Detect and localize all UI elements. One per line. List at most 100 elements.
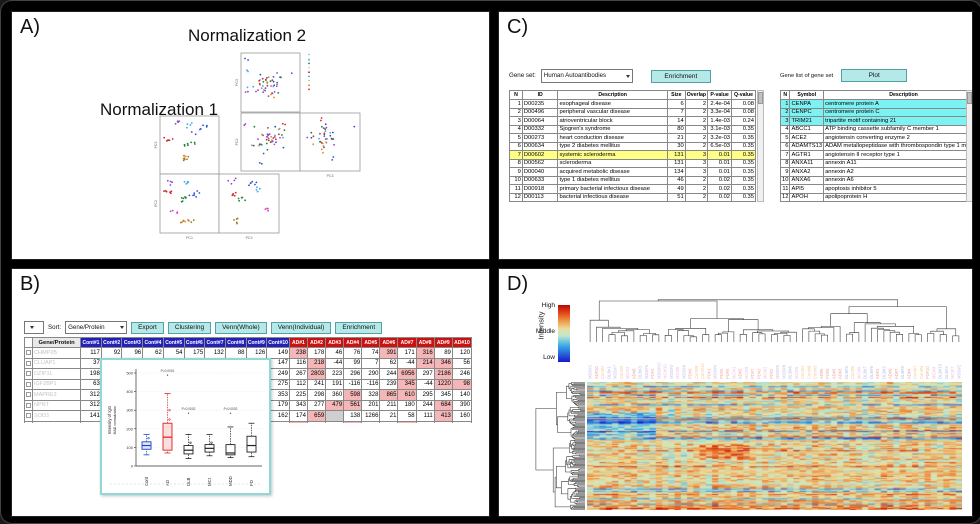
scatter-points bbox=[306, 117, 356, 161]
heatmap-column-label: DLB#5 bbox=[844, 366, 849, 379]
table-row[interactable]: 7 D00602 systemic scleroderma 131 3 0.01 0.35 bbox=[509, 150, 756, 160]
heatmap-column-label: PD#7 bbox=[750, 368, 755, 379]
cont-column-header: Cont#10 bbox=[266, 337, 290, 348]
table-row[interactable]: 1 CENPA centromere protein A bbox=[780, 99, 966, 109]
table-row[interactable]: 4 D00332 Sjogren's syndrome 80 3 3.1e-03 0.35 bbox=[509, 124, 756, 134]
cont-column-header: Cont#3 bbox=[121, 337, 144, 348]
scatter-points bbox=[244, 57, 293, 99]
ad-column-header: AD#8 bbox=[415, 337, 435, 348]
svg-text:▲: ▲ bbox=[307, 69, 311, 74]
scrollbar-thumb[interactable] bbox=[758, 92, 763, 104]
export-button[interactable]: Export bbox=[131, 321, 164, 334]
table-row[interactable]: 11 D00918 primary bacterial infectious dis… bbox=[509, 184, 756, 194]
gene-protein-header: Gene/Protein bbox=[31, 337, 82, 348]
enrichment-button[interactable]: Enrichment bbox=[650, 69, 711, 83]
venn-individual--button[interactable]: Venn(Individual) bbox=[270, 321, 332, 334]
heatmap-column-label: MCI#10 bbox=[663, 364, 668, 379]
row-checkbox[interactable] bbox=[26, 402, 31, 408]
table-row[interactable]: 13D00175collagen disease15130.020.35 bbox=[509, 201, 756, 202]
ad-column-header: AD#7 bbox=[397, 337, 417, 348]
chevron-down-icon bbox=[30, 326, 34, 329]
plot-button[interactable]: Plot bbox=[841, 69, 908, 82]
table-row[interactable]: 11 API5 apoptosis inhibitor 5 bbox=[780, 184, 966, 194]
table-row[interactable]: 2 CENPC centromere protein C bbox=[780, 107, 966, 117]
svg-text:▲: ▲ bbox=[307, 56, 311, 61]
row-checkbox[interactable] bbox=[26, 413, 31, 419]
table-row[interactable]: 5 ACE2 angiotensin converting enzyme 2 bbox=[780, 133, 966, 143]
table-row[interactable]: 13AQP4aquaporin 4 bbox=[780, 201, 966, 202]
heatmap-column-label: MDD#10 bbox=[656, 362, 661, 379]
heatmap-column-label: MDD#8 bbox=[781, 364, 786, 379]
heatmap-column-label: MDD#4 bbox=[713, 364, 718, 379]
panel-a: A) Normalization 2 Normalization 1 PC3 PC… bbox=[11, 11, 490, 260]
table-row[interactable]: 3 TRIM21 tripartite motif containing 21 bbox=[780, 116, 966, 126]
heatmap-column-label: Cont#9 bbox=[694, 365, 699, 379]
heatmap-column-label: Cont#3 bbox=[813, 365, 818, 379]
table-row[interactable]: 8 D00562 scleroderma 131 3 0.01 0.35 bbox=[509, 158, 756, 168]
row-checkbox[interactable] bbox=[26, 381, 31, 387]
table-row[interactable]: 5 D00273 heart conduction disease 21 2 3.2e-0… bbox=[509, 133, 756, 143]
scrollbar-thumb[interactable] bbox=[967, 92, 972, 104]
sort-label: Sort: bbox=[48, 323, 62, 331]
row-checkbox[interactable] bbox=[26, 392, 31, 398]
table-row[interactable]: 8 ANXA11 annexin A11 bbox=[780, 158, 966, 168]
table-row[interactable]: 3 D00064 atrioventricular block 14 2 1.4e-03 0… bbox=[509, 116, 756, 126]
heatmap-column-label: MDD#2 bbox=[956, 364, 961, 379]
ad-column-header: AD#5 bbox=[361, 337, 381, 348]
svg-text:400: 400 bbox=[126, 389, 133, 394]
dendrograms-and-labels: MDD#1 AD#10 Cont#2 DLB#1 MDD#7 Cont#5 MCI#4 AD#… bbox=[535, 299, 961, 510]
table-row[interactable]: 6 D00634 type 2 diabetes mellitus 30 2 6.5e-0… bbox=[509, 141, 756, 151]
table-row[interactable]: 1 D00235 esophageal disease 6 2 2.4e-04 0.08 bbox=[509, 99, 756, 109]
enrichment-button[interactable]: Enrichment bbox=[335, 321, 383, 334]
legend-middle-label: Middle bbox=[535, 328, 555, 335]
svg-text:300: 300 bbox=[126, 408, 133, 413]
cont-column-header: Cont#8 bbox=[224, 337, 247, 348]
venn-whole--button[interactable]: Venn(Whole) bbox=[215, 321, 267, 334]
checkbox-column-header bbox=[24, 337, 33, 348]
svg-text:Cont: Cont bbox=[144, 476, 149, 486]
table-row[interactable]: 4 ABCC1 ATP binding cassette subfamily C m… bbox=[780, 124, 966, 134]
legend-low-label: Low bbox=[543, 354, 555, 361]
panel-b: B) Sort: Gene/Protein Export Clustering Ve… bbox=[11, 268, 490, 517]
row-checkbox[interactable] bbox=[26, 360, 31, 366]
clustering-button[interactable]: Clustering bbox=[167, 321, 212, 334]
scatter-points bbox=[243, 122, 286, 165]
table-row[interactable]: 2 D00496 peripheral vascular disease 7 2 3.3e… bbox=[509, 107, 756, 117]
sort-select[interactable]: Gene/Protein bbox=[65, 321, 128, 334]
legend-high-label: High bbox=[541, 302, 555, 309]
row-filter-select[interactable] bbox=[24, 321, 44, 334]
gene-list-scrollbar[interactable] bbox=[966, 90, 972, 202]
heatmap-column-label: DLB#4 bbox=[944, 366, 949, 379]
table-row[interactable]: 10 D00633 type 1 diabetes mellitus 46 2 0.02 0… bbox=[509, 175, 756, 185]
ad-column-header: AD#9 bbox=[433, 337, 453, 348]
gene-name: DZIP1L bbox=[31, 368, 82, 380]
heatmap-column-label: AD#5 bbox=[831, 368, 836, 379]
table-row[interactable]: 7 AGTR1 angiotensin II receptor type 1 bbox=[780, 150, 966, 160]
panel-d-label: D) bbox=[507, 273, 529, 295]
panel-c-label: C) bbox=[507, 16, 529, 38]
row-checkbox[interactable] bbox=[26, 371, 31, 377]
column-header: ID bbox=[521, 90, 559, 100]
enrichment-table-scrollbar[interactable] bbox=[757, 90, 764, 202]
cont-column-header: Cont#1 bbox=[80, 337, 102, 348]
svg-text:PC2: PC2 bbox=[235, 139, 239, 146]
heatmap-column-label: MCI#3 bbox=[931, 366, 936, 379]
table-row[interactable]: 12 D00113 bacterial infectious disease 51 2 0… bbox=[509, 192, 756, 202]
heatmap-column-label: MDD#6 bbox=[644, 364, 649, 379]
svg-text:PD: PD bbox=[249, 480, 254, 486]
table-row[interactable]: 6 ADAMTS13 ADAM metallopeptidase with thro… bbox=[780, 141, 966, 151]
svg-text:DLB: DLB bbox=[186, 478, 191, 486]
svg-text:●: ● bbox=[308, 74, 311, 79]
table-row[interactable]: 9 ANXA2 annexin A2 bbox=[780, 167, 966, 177]
ad-column-header: AD#4 bbox=[343, 337, 363, 348]
ad-column-header: AD#1 bbox=[288, 337, 308, 348]
gene-set-select[interactable]: Human Autoantibodies bbox=[540, 69, 633, 83]
row-checkbox[interactable] bbox=[26, 350, 31, 356]
table-row[interactable]: 12 APOH apolipoprotein H bbox=[780, 192, 966, 202]
normalization-2-title: Normalization 2 bbox=[188, 26, 307, 45]
table-row[interactable]: 9 D00040 acquired metabolic disease 134 3 0.0… bbox=[509, 167, 756, 177]
heatmap-column-label: AD#10 bbox=[594, 366, 599, 379]
table-row[interactable]: 10 ANXA6 annexin A6 bbox=[780, 175, 966, 185]
table-row[interactable]: CHMP2B 117 92 96 62 54 175 132 88 126 149 238 178 46 7… bbox=[24, 347, 472, 359]
